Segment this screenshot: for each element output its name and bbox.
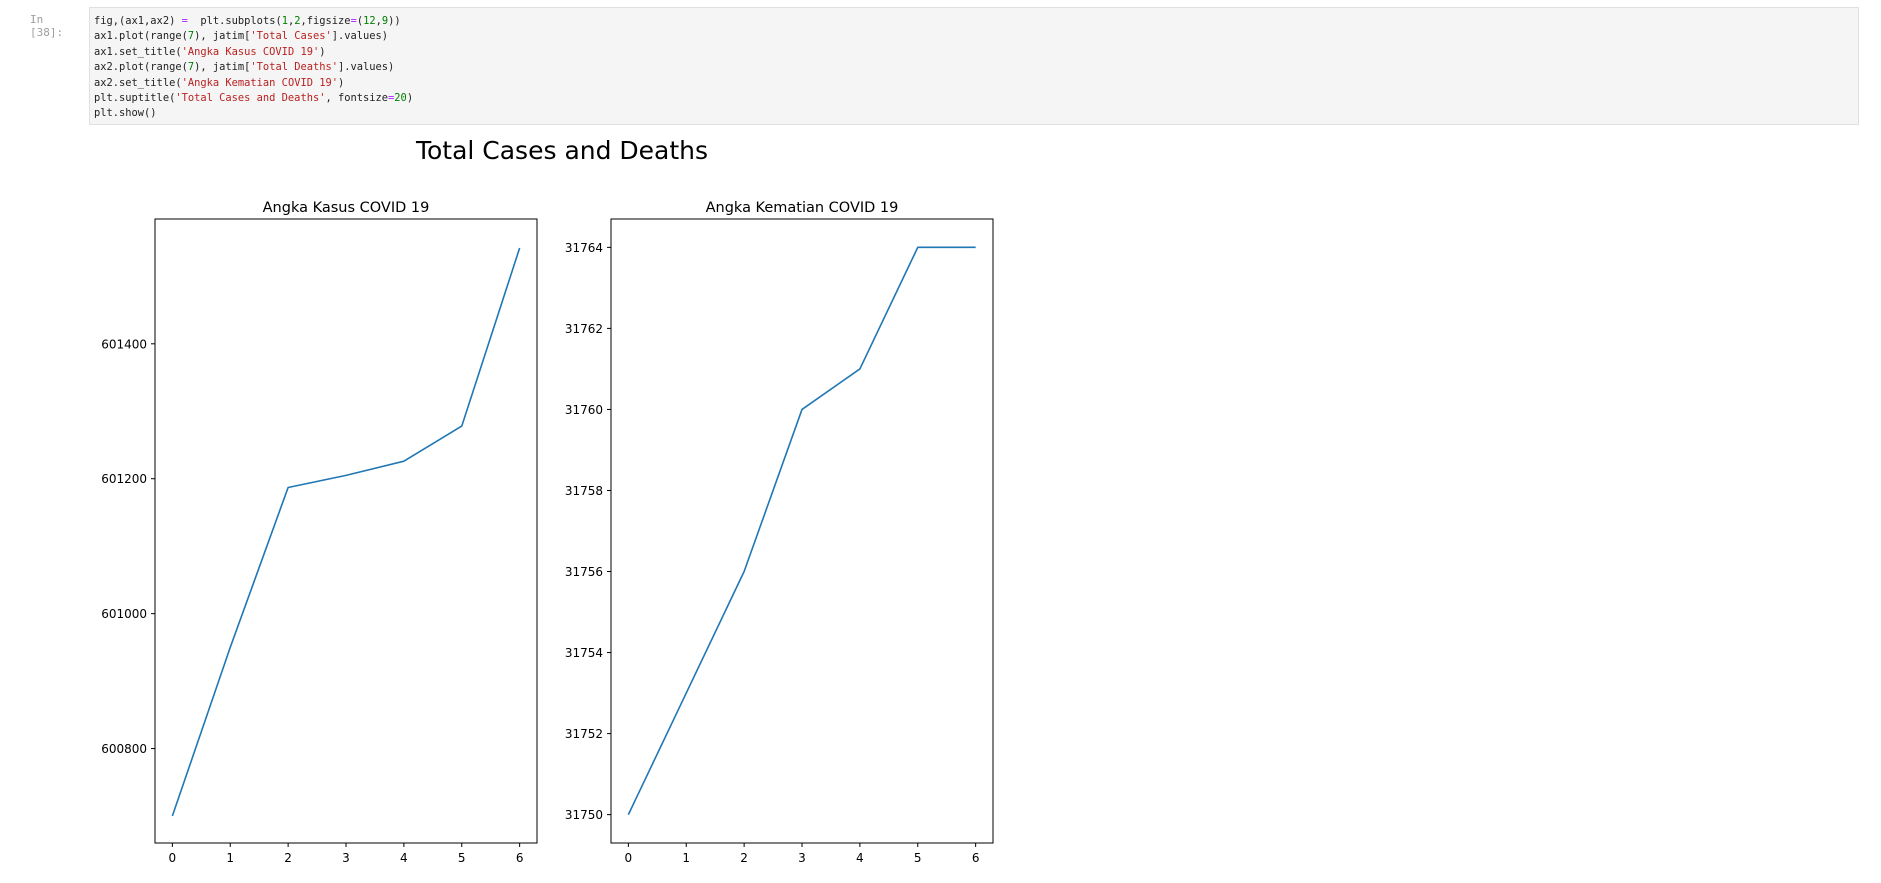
code-token: ].values) bbox=[331, 30, 389, 43]
code-token: plt bbox=[187, 15, 220, 27]
axes-frame bbox=[154, 218, 538, 844]
y-tick-label: 31762 bbox=[565, 322, 603, 336]
x-tick-label: 4 bbox=[400, 851, 408, 865]
code-token: ), jatim[ bbox=[194, 61, 251, 74]
code-token: 7 bbox=[187, 30, 195, 43]
y-tick-label: 31754 bbox=[565, 646, 603, 660]
cell-prompt: In [38]: bbox=[30, 13, 64, 39]
code-token: 12 bbox=[363, 15, 376, 27]
code-token: 7 bbox=[187, 61, 195, 74]
subplot-deaths: Angka Kematian COVID 19 0 1 2 3 4 5 6 31750 31752… bbox=[565, 200, 994, 865]
code-token: , bbox=[375, 15, 382, 27]
code-token: = bbox=[181, 15, 188, 27]
code-token: 'Angka Kematian COVID 19' bbox=[181, 76, 338, 89]
x-tick-label: 1 bbox=[226, 851, 234, 865]
y-tick-label: 601200 bbox=[101, 472, 147, 486]
y-tick-label: 31764 bbox=[565, 241, 603, 255]
y-tick-label: 31760 bbox=[565, 403, 603, 417]
matplotlib-figure: Total Cases and Deaths Angka Kasus COVID… bbox=[101, 136, 994, 865]
code-token: ax2.set_title( bbox=[94, 76, 182, 89]
code-line: plt.suptitle('Total Cases and Deaths', f… bbox=[94, 91, 1854, 106]
x-tick-label: 5 bbox=[458, 851, 466, 865]
x-tick-label: 5 bbox=[914, 851, 922, 865]
code-token: )) bbox=[388, 15, 401, 27]
x-tick-label: 2 bbox=[740, 851, 748, 865]
y-tick-label: 31758 bbox=[565, 484, 603, 498]
y-tick-label: 31752 bbox=[565, 727, 603, 741]
code-token: ) bbox=[319, 45, 326, 58]
x-tick-label: 4 bbox=[856, 851, 864, 865]
code-token: 'Angka Kasus COVID 19' bbox=[181, 45, 320, 58]
code-line: plt.show() bbox=[94, 106, 1854, 121]
x-tick-label: 3 bbox=[798, 851, 806, 865]
series-line bbox=[171, 247, 521, 817]
code-token: ( bbox=[356, 15, 364, 27]
y-tick-label: 31756 bbox=[565, 565, 603, 579]
x-tick-label: 2 bbox=[284, 851, 292, 865]
y-tick-label: 31750 bbox=[565, 808, 603, 822]
code-token: ].values) bbox=[338, 61, 395, 74]
code-line: ax1.plot(range(7), jatim['Total Cases'].… bbox=[94, 29, 1854, 44]
code-token: subplots( bbox=[225, 15, 282, 27]
code-token: 'Total Cases' bbox=[250, 30, 332, 43]
code-line: fig,(ax1,ax2) = plt.subplots(1,2,figsize… bbox=[94, 14, 1854, 29]
code-token: = bbox=[388, 91, 395, 104]
axes-title: Angka Kematian COVID 19 bbox=[706, 200, 899, 216]
code-token: ax1.set_title( bbox=[94, 45, 182, 58]
code-token: 20 bbox=[394, 91, 407, 104]
series-line bbox=[627, 246, 976, 815]
code-token: plt.suptitle( bbox=[94, 91, 176, 104]
code-token: ax1.plot(range( bbox=[94, 30, 188, 43]
y-tick-label: 600800 bbox=[101, 742, 147, 756]
code-token: 2 bbox=[294, 15, 301, 27]
code-token: = bbox=[350, 15, 357, 27]
code-token: . bbox=[219, 15, 226, 27]
code-token: 9 bbox=[381, 15, 389, 27]
code-line: ax2.set_title('Angka Kematian COVID 19') bbox=[94, 76, 1854, 91]
code-token: fig,(ax1,ax2) bbox=[94, 15, 182, 27]
code-token: ) bbox=[406, 91, 414, 104]
code-line: ax2.plot(range(7), jatim['Total Deaths']… bbox=[94, 60, 1854, 75]
code-token: 1 bbox=[281, 15, 288, 27]
code-token: ) bbox=[338, 76, 345, 89]
code-token: 'Total Deaths' bbox=[250, 61, 339, 74]
y-tick-label: 601400 bbox=[101, 337, 147, 351]
x-tick-label: 6 bbox=[516, 851, 524, 865]
x-tick-label: 3 bbox=[342, 851, 350, 865]
subplot-cases: Angka Kasus COVID 19 0 1 2 3 4 5 6 600800 601000 6… bbox=[101, 200, 538, 865]
code-token: ax2.plot(range( bbox=[94, 61, 188, 74]
code-line: ax1.set_title('Angka Kasus COVID 19') bbox=[94, 45, 1854, 60]
code-token: , bbox=[287, 15, 295, 27]
code-token: ), jatim[ bbox=[194, 30, 251, 43]
axes-title: Angka Kasus COVID 19 bbox=[263, 200, 430, 216]
cell-output: Total Cases and Deaths Angka Kasus COVID… bbox=[89, 128, 1089, 878]
code-editor[interactable]: fig,(ax1,ax2) = plt.subplots(1,2,figsize… bbox=[89, 7, 1859, 125]
code-token: plt.show() bbox=[94, 107, 157, 120]
figure-suptitle: Total Cases and Deaths bbox=[415, 136, 708, 165]
y-tick-label: 601000 bbox=[101, 607, 147, 621]
code-token: , fontsize bbox=[325, 91, 389, 104]
axes-frame bbox=[610, 218, 994, 844]
x-tick-label: 6 bbox=[972, 851, 980, 865]
x-tick-label: 1 bbox=[682, 851, 690, 865]
code-token: 'Total Cases and Deaths' bbox=[175, 91, 326, 104]
code-token: ,figsize bbox=[300, 15, 351, 27]
x-tick-label: 0 bbox=[169, 851, 177, 865]
x-tick-label: 0 bbox=[625, 851, 633, 865]
